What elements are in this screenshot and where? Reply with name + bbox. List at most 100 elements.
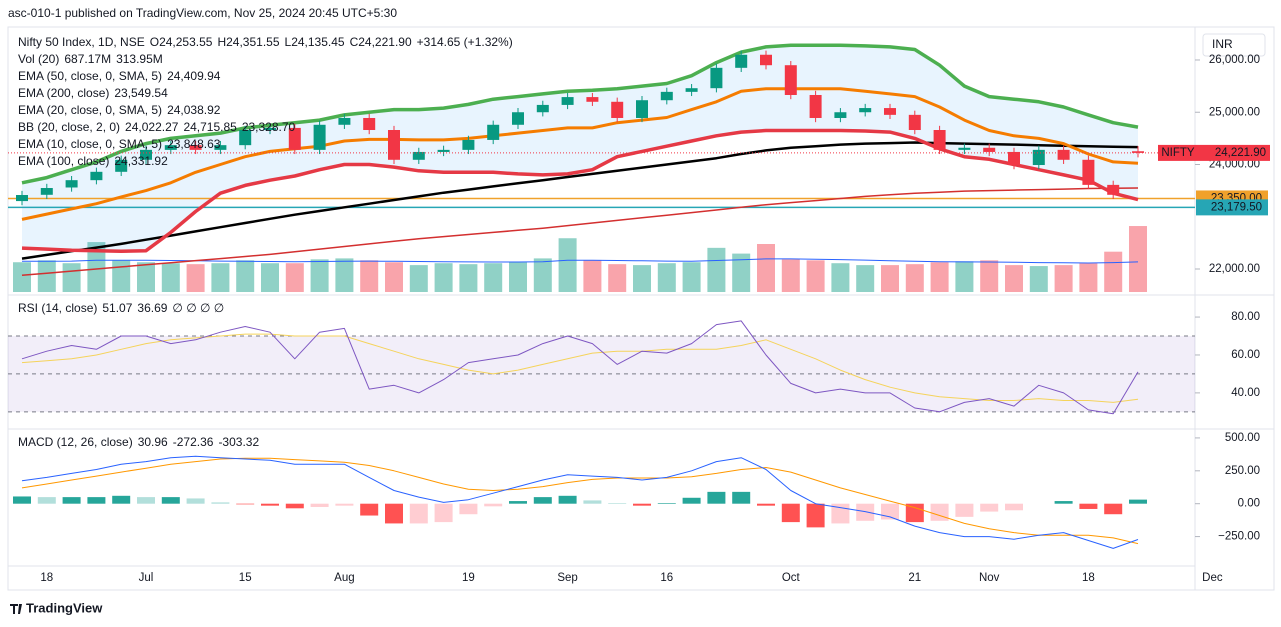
y-tick-label: 250.00 xyxy=(1225,465,1260,477)
x-tick-label: Dec xyxy=(1202,572,1223,584)
candle-body xyxy=(214,145,227,150)
volume-bar xyxy=(831,263,850,292)
candle-body xyxy=(536,104,549,113)
rsi-line xyxy=(21,333,1139,403)
macd-histogram-bar xyxy=(1104,503,1123,515)
x-tick-label: 19 xyxy=(462,572,475,584)
volume-bar xyxy=(608,264,627,292)
volume-ma-line xyxy=(22,258,1139,264)
macd-histogram-bar xyxy=(1129,499,1147,504)
macd-histogram-bar xyxy=(13,496,31,504)
volume-bar xyxy=(360,260,379,292)
legend-title: Nifty 50 Index, 1D, NSE xyxy=(18,35,145,49)
candle-body xyxy=(834,112,847,118)
macd-histogram-bar xyxy=(980,503,999,512)
candle-body xyxy=(437,149,450,152)
y-tick-label: 500.00 xyxy=(1225,432,1260,444)
candle-body xyxy=(760,54,772,66)
y-tick-label: 25,000.00 xyxy=(1209,106,1260,118)
y-tick-label: 60.00 xyxy=(1231,349,1260,361)
volume-bar xyxy=(186,264,205,292)
overlay-line xyxy=(21,43,1139,185)
candle-body xyxy=(611,101,624,118)
volume-bar xyxy=(955,261,974,292)
legend-value: 687.17M xyxy=(64,52,111,66)
macd-histogram-bar xyxy=(161,497,180,504)
x-tick-label: Oct xyxy=(782,572,801,584)
candle-body xyxy=(561,97,574,105)
candle-body xyxy=(90,171,103,181)
candle-body xyxy=(189,145,202,150)
legend-value: 24,715.85 xyxy=(183,120,237,134)
y-tick-label: 26,000.00 xyxy=(1209,54,1260,66)
candle-body xyxy=(338,117,351,125)
macd-histogram-bar xyxy=(335,503,354,506)
candle-body xyxy=(388,130,400,160)
macd-histogram-bar xyxy=(186,498,205,504)
macd-histogram-bar xyxy=(905,503,924,523)
macd-histogram-bar xyxy=(633,503,651,506)
candle-body xyxy=(586,97,599,102)
candle-body xyxy=(735,54,748,68)
candle-body xyxy=(660,91,673,101)
volume-bar xyxy=(1104,251,1123,292)
ohlc-label: L24,135.45 xyxy=(285,35,345,49)
legend-value: 23,848.63 xyxy=(167,137,221,151)
candle-body xyxy=(140,149,152,160)
macd-histogram-bar xyxy=(310,503,329,507)
macd-histogram-bar xyxy=(781,503,800,523)
overlay-line xyxy=(21,141,1139,260)
candle-body xyxy=(884,108,896,115)
volume-bar xyxy=(682,262,701,292)
legend-na: ∅ ∅ ∅ ∅ xyxy=(172,301,224,315)
volume-bar xyxy=(112,260,131,292)
legend-name: BB (20, close, 2, 0) xyxy=(18,120,120,134)
macd-histogram-bar xyxy=(558,495,577,504)
x-tick-label: 15 xyxy=(239,572,252,584)
last-price-tag xyxy=(1198,144,1270,161)
y-tick-label: 40.00 xyxy=(1231,387,1260,399)
macd-histogram-bar xyxy=(285,503,304,509)
volume-bar xyxy=(707,247,726,292)
macd-histogram-bar xyxy=(409,503,428,524)
currency-button[interactable] xyxy=(1202,33,1266,57)
legend-value: 24,331.92 xyxy=(114,154,168,168)
volume-bar xyxy=(781,259,800,292)
macd-histogram-bar xyxy=(806,503,825,528)
legend-name: EMA (20, close, 0, SMA, 5) xyxy=(18,103,162,117)
candle-body xyxy=(1008,151,1020,166)
candle-body xyxy=(164,145,177,150)
legend-name: EMA (10, close, 0, SMA, 5) xyxy=(18,137,162,151)
y-tick-label: 22,000.00 xyxy=(1209,263,1260,275)
volume-bar xyxy=(261,263,279,292)
candle-body xyxy=(1082,159,1095,185)
volume-bar xyxy=(806,260,825,292)
x-tick-label: 21 xyxy=(908,572,921,584)
macd-histogram-bar xyxy=(682,497,701,504)
volume-bar xyxy=(1005,265,1023,292)
ohlc-label: H24,351.55 xyxy=(217,35,279,49)
macd-histogram-bar xyxy=(707,491,726,504)
candle-body xyxy=(1107,184,1120,195)
macd-histogram-bar xyxy=(261,503,279,506)
volume-bar xyxy=(533,258,552,292)
candle-body xyxy=(784,65,797,95)
candle-body xyxy=(636,100,648,118)
macd-histogram-bar xyxy=(434,503,453,523)
macd-histogram-bar xyxy=(112,495,131,504)
x-tick-label: 18 xyxy=(40,572,53,584)
candle-body xyxy=(933,130,946,150)
legend-value: 23,328.70 xyxy=(242,120,296,134)
last-price-label: 24,221.90 xyxy=(1215,147,1266,159)
volume-bar xyxy=(161,263,180,292)
last-price-name: NIFTY xyxy=(1161,147,1195,159)
candle-body xyxy=(65,180,78,188)
currency-label[interactable]: INR xyxy=(1212,37,1233,51)
volume-bar xyxy=(1054,265,1073,292)
legend-title: MACD (12, 26, close) xyxy=(18,435,133,449)
macd-histogram-bar xyxy=(211,502,230,504)
publish-note: asc-010-1 published on TradingView.com, … xyxy=(8,6,397,20)
macd-line xyxy=(21,455,1139,549)
volume-bar xyxy=(87,242,106,292)
macd-histogram-bar xyxy=(856,503,875,521)
